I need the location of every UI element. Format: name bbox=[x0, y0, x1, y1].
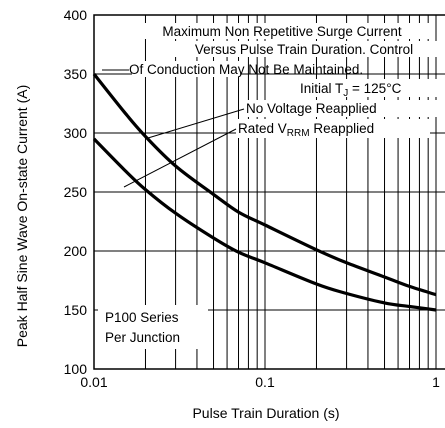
title-line-1: Maximum Non Repetitive Surge Current bbox=[162, 24, 402, 39]
tick-labels: 100 150 200 250 300 350 400 0.01 0.1 1 bbox=[64, 7, 440, 390]
y-tick-label: 200 bbox=[64, 243, 88, 259]
title-patch-2 bbox=[170, 41, 438, 57]
series-box-line-1: P100 Series bbox=[105, 310, 179, 325]
rated-prefix: Rated V bbox=[238, 121, 287, 136]
initial-tj-suffix: = 125°C bbox=[348, 81, 401, 96]
title-patch-4 bbox=[296, 79, 444, 97]
x-tick-label: 0.01 bbox=[80, 374, 107, 390]
title-line-3: Of Conduction May Not Be Maintained. bbox=[129, 62, 363, 77]
series-box-line-2: Per Junction bbox=[105, 330, 180, 345]
y-tick-label: 350 bbox=[64, 66, 88, 82]
title-patch-1 bbox=[132, 23, 432, 39]
no-voltage-label: No Voltage Reapplied bbox=[246, 101, 377, 116]
x-tick-label: 0.1 bbox=[255, 374, 275, 390]
annotations: Maximum Non Repetitive Surge Current Ver… bbox=[98, 23, 444, 349]
y-tick-label: 300 bbox=[64, 125, 88, 141]
x-axis-title: Pulse Train Duration (s) bbox=[192, 405, 339, 421]
curves bbox=[92, 73, 437, 312]
y-axis-title: Peak Half Sine Wave On-state Current (A) bbox=[14, 85, 30, 347]
y-tick-label: 150 bbox=[64, 302, 88, 318]
series-line-2 bbox=[92, 137, 437, 312]
title-line-3-text: Of Conduction May Not Be Maintained. bbox=[129, 62, 363, 77]
y-tick-label: 400 bbox=[64, 7, 88, 23]
series-line-1 bbox=[92, 73, 437, 297]
leader-line-rated bbox=[123, 128, 237, 188]
y-tick-label: 100 bbox=[64, 361, 88, 377]
box-patch bbox=[98, 305, 208, 349]
title-patch-6 bbox=[236, 119, 430, 138]
title-line-2: Versus Pulse Train Duration. Control bbox=[195, 42, 413, 57]
y-tick-label: 250 bbox=[64, 184, 88, 200]
title-patch-3 bbox=[132, 61, 240, 77]
plot-frame bbox=[93, 14, 445, 370]
rated-sub: RRM bbox=[287, 128, 310, 139]
initial-tj-sub: J bbox=[343, 88, 348, 99]
initial-tj-prefix: Initial T bbox=[300, 81, 343, 96]
rated-suffix: Reapplied bbox=[310, 121, 375, 136]
leader-line-no-voltage bbox=[147, 108, 245, 139]
x-tick-label: 1 bbox=[432, 374, 440, 390]
rated-vrrm-label: Rated VRRM Reapplied bbox=[238, 121, 374, 139]
initial-tj-label: Initial TJ = 125°C bbox=[300, 81, 402, 99]
title-patch-5 bbox=[244, 100, 439, 117]
